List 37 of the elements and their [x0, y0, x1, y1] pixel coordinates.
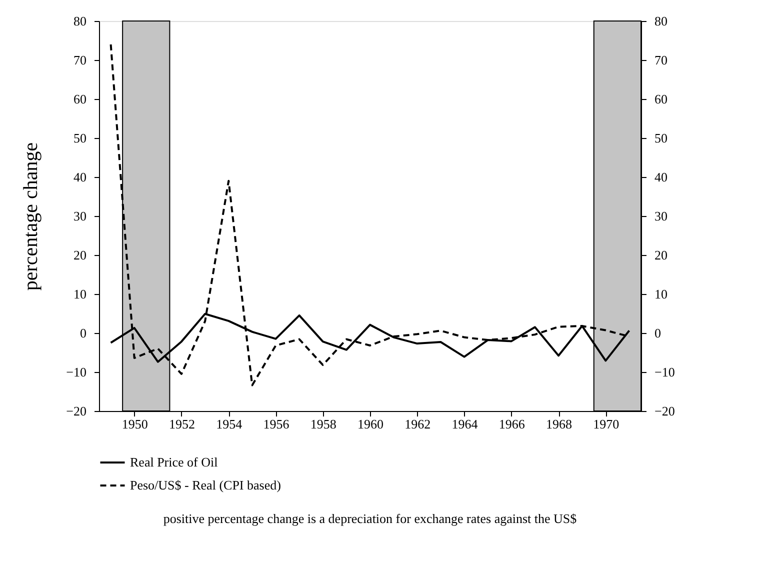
- y-tick-label: 80: [74, 14, 86, 28]
- y-axis-title: percentage change: [20, 142, 42, 291]
- x-tick-label: 1966: [498, 416, 526, 432]
- legend-label: Real Price of Oil: [130, 454, 218, 470]
- y2-tick-label: 30: [654, 208, 668, 224]
- y-tick-label: 70: [74, 52, 86, 68]
- y-tick-label: 20: [74, 248, 86, 262]
- y2-tick-label: −10: [654, 364, 675, 380]
- text: positive percentage change is a depreciation for exchange rates against the US$: [163, 511, 578, 526]
- y2-tick-label: 60: [654, 92, 668, 106]
- x-tick-label: 1954: [216, 416, 243, 432]
- y2-tick-label: 10: [654, 286, 668, 302]
- x-tick-label: 1956: [263, 416, 290, 432]
- y2-tick-label: −20: [654, 404, 675, 418]
- x-tick-label: 1950: [122, 416, 148, 432]
- x-tick-label: 1960: [358, 416, 384, 432]
- y-tick-label: −20: [66, 404, 86, 418]
- y-tick-label: 0: [80, 326, 86, 340]
- x-tick-label: 1952: [168, 416, 195, 432]
- y2-tick-label: 0: [654, 326, 661, 340]
- x-tick-label: 1958: [310, 416, 336, 432]
- y-tick-label: −10: [66, 364, 86, 380]
- y2-tick-label: 20: [654, 248, 668, 262]
- y-tick-label: 30: [74, 208, 86, 224]
- y-tick-label: 50: [74, 130, 86, 146]
- x-tick-label: 1964: [452, 416, 478, 432]
- y2-tick-label: 50: [654, 130, 668, 146]
- y2-tick-label: 80: [654, 14, 668, 28]
- x-tick-label: 1970: [593, 416, 620, 432]
- y2-tick-label: 40: [654, 170, 668, 184]
- y-tick-label: 40: [74, 170, 86, 184]
- y2-tick-label: 70: [654, 52, 668, 68]
- x-tick-label: 1968: [546, 416, 572, 432]
- y-tick-label: 10: [74, 286, 86, 302]
- x-tick-label: 1962: [404, 416, 431, 432]
- y-tick-label: 60: [74, 92, 86, 106]
- legend-label: Peso/US$ - Real (CPI based): [130, 478, 281, 492]
